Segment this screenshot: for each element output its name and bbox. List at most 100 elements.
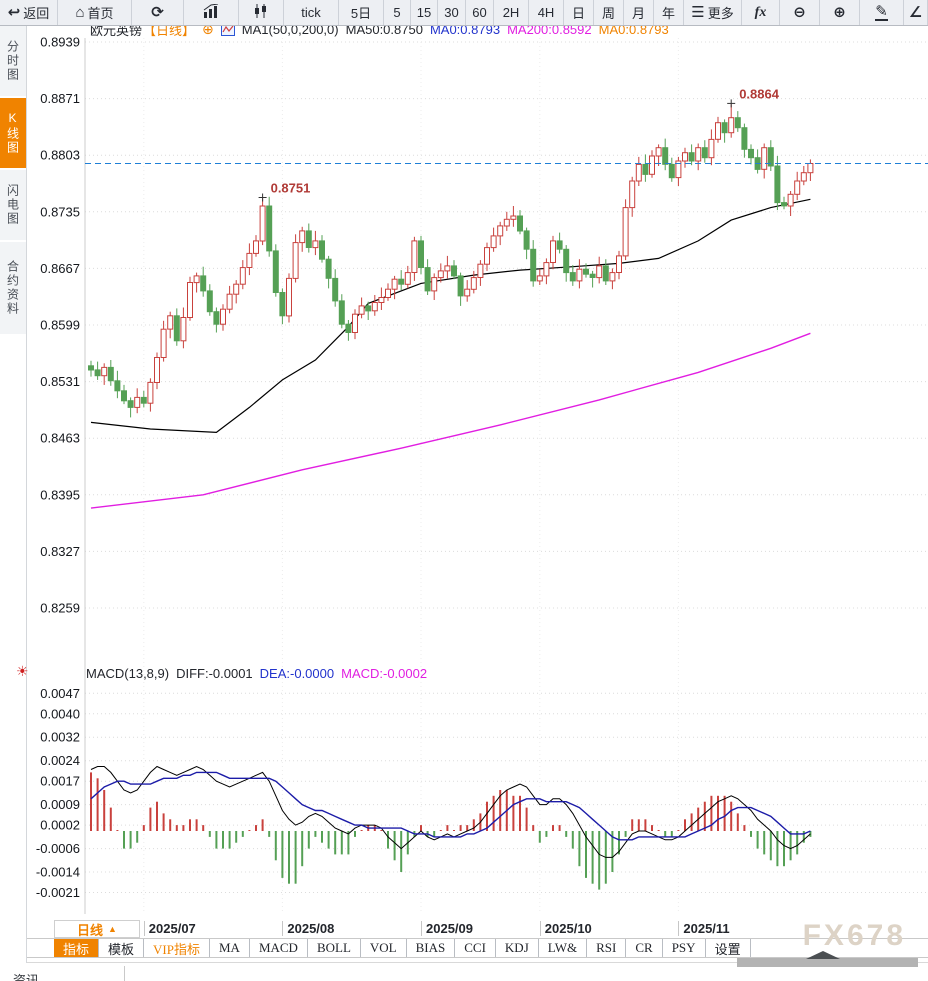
x-axis-row: 日线 ▲ 2025/07 2025/08 2025/09 2025/10 2025/11	[0, 920, 928, 938]
interval-year-button-label: 年	[661, 6, 675, 21]
candle	[378, 297, 385, 303]
interval-5-button[interactable]: 5	[384, 0, 411, 25]
draw-button[interactable]: ✎	[860, 0, 904, 25]
tab-bias[interactable]: BIAS	[407, 939, 456, 957]
candle	[655, 147, 662, 157]
more-button-label: 更多	[707, 6, 734, 21]
sidebar-tab-time-chart[interactable]: 分时图	[0, 26, 26, 98]
zoom-out-button[interactable]: ⊖	[780, 0, 820, 25]
tab-ma[interactable]: MA	[210, 939, 250, 957]
tab-psy[interactable]: PSY	[663, 939, 706, 957]
candle	[629, 180, 636, 209]
more-button[interactable]: ☰ 更多	[684, 0, 742, 25]
candle	[160, 328, 167, 359]
footer-divider	[124, 966, 125, 981]
candle	[365, 305, 372, 312]
bar-stats-icon	[203, 3, 220, 21]
indicator-settings-icon[interactable]: ☀	[16, 663, 29, 679]
ma200-line	[90, 332, 811, 509]
candle	[688, 152, 695, 162]
tab-template[interactable]: 模板	[99, 939, 145, 957]
interval-week-button-label: 周	[601, 6, 615, 21]
candle	[781, 202, 787, 207]
candle	[140, 396, 147, 404]
candle	[543, 262, 550, 277]
interval-60-button[interactable]: 60	[466, 0, 494, 25]
candle	[556, 240, 563, 250]
candle	[635, 163, 642, 182]
tab-settings[interactable]: 设置	[706, 939, 751, 957]
candle	[708, 138, 715, 159]
candle	[154, 357, 160, 383]
macd-y-axis-label: -0.0006	[36, 841, 80, 856]
interval-month-button[interactable]: 月	[624, 0, 654, 25]
macd-macd-value: MACD:-0.0002	[341, 666, 428, 681]
candle	[127, 400, 134, 408]
macd-diff-value: DIFF:-0.0001	[176, 666, 253, 681]
interval-2h-button[interactable]: 2H	[494, 0, 529, 25]
candle	[398, 278, 405, 285]
candle	[279, 292, 286, 317]
y-axis-label: 0.8531	[40, 374, 80, 389]
candle	[741, 127, 748, 150]
candle	[517, 215, 523, 232]
price-chart-canvas[interactable]: 0.8939 0.8871 0.8803 0.8735 0.8667 0.8599 0.85…	[27, 26, 928, 920]
tab-lw[interactable]: LW&	[539, 939, 588, 957]
home-icon: ⌂	[75, 4, 85, 21]
candle	[695, 147, 702, 162]
candle	[371, 302, 378, 312]
interval-year-button[interactable]: 年	[654, 0, 684, 25]
tab-cci[interactable]: CCI	[455, 939, 496, 957]
home-button[interactable]: ⌂ 首页	[58, 0, 132, 25]
interval-5d-button[interactable]: 5日	[339, 0, 384, 25]
tab-vol[interactable]: VOL	[361, 939, 407, 957]
candle	[180, 317, 187, 342]
fx-indicators-button[interactable]: fx	[742, 0, 780, 25]
tab-cr[interactable]: CR	[626, 939, 663, 957]
interval-15-button[interactable]: 15	[411, 0, 438, 25]
sidebar-tab-contract-info[interactable]: 合约资料	[0, 242, 26, 336]
indicator-tabs-row: 指标 模板 VIP指标 MA MACD BOLL VOL BIAS CCI KDJ LW& RSI CR…	[0, 938, 928, 958]
panel-resize-handle[interactable]	[737, 958, 918, 967]
x-axis-label: 2025/07	[143, 921, 196, 936]
candle	[800, 172, 807, 182]
candle	[88, 365, 94, 371]
tab-kdj[interactable]: KDJ	[496, 939, 539, 957]
interval-day-button[interactable]: 日	[564, 0, 594, 25]
tab-macd[interactable]: MACD	[250, 939, 308, 957]
candle	[602, 265, 609, 282]
sidebar-tab-kline-chart[interactable]: K线图	[0, 98, 26, 170]
interval-4h-button[interactable]: 4H	[529, 0, 564, 25]
candle	[563, 248, 570, 274]
back-button[interactable]: ↩ 返回	[0, 0, 58, 25]
angle-button[interactable]: ∠	[904, 0, 928, 25]
candle	[239, 267, 246, 285]
candle	[114, 380, 121, 392]
interval-30-button[interactable]: 30	[438, 0, 466, 25]
interval-tick-button[interactable]: tick	[284, 0, 339, 25]
news-tab[interactable]: 资讯	[13, 973, 40, 981]
candle	[385, 288, 391, 299]
refresh-button[interactable]: ⟳	[132, 0, 184, 25]
candle	[121, 390, 127, 402]
candle	[424, 267, 431, 292]
sidebar-tab-lightning-chart[interactable]: 闪电图	[0, 170, 26, 242]
interval-week-button[interactable]: 周	[594, 0, 624, 25]
tab-boll[interactable]: BOLL	[308, 939, 361, 957]
interval-30-button-label: 30	[444, 5, 459, 20]
expand-up-icon[interactable]	[806, 951, 840, 959]
candle	[464, 288, 471, 297]
tab-vip-indicator[interactable]: VIP指标	[144, 939, 210, 957]
draw-icon: ✎	[875, 3, 888, 21]
interval-2h-button-label: 2H	[502, 5, 520, 20]
period-selector[interactable]: 日线 ▲	[54, 920, 140, 938]
candle	[358, 305, 365, 315]
tab-indicator[interactable]: 指标	[54, 939, 100, 957]
bar-stats-button[interactable]	[184, 0, 239, 25]
expand-icon[interactable]: ⊕	[202, 21, 214, 37]
macd-dea-line	[90, 771, 811, 841]
zoom-in-button[interactable]: ⊕	[820, 0, 860, 25]
tab-rsi[interactable]: RSI	[587, 939, 627, 957]
candlestick-button[interactable]	[239, 0, 284, 25]
candle	[332, 277, 339, 302]
